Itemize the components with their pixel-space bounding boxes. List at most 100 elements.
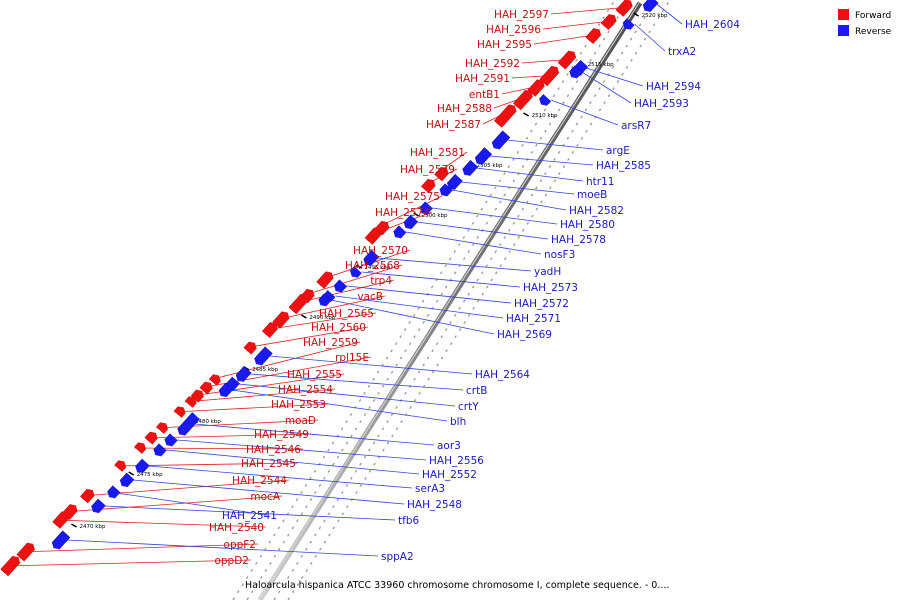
gene-hah-2588[interactable] (512, 89, 534, 111)
gene-label-hah-2565[interactable]: HAH_2565 (319, 308, 374, 320)
gene-label-hah-2556[interactable]: HAH_2556 (429, 455, 484, 467)
gene-label-hah-2595[interactable]: HAH_2595 (477, 39, 532, 51)
gene-label-hah-2564[interactable]: HAH_2564 (475, 369, 530, 381)
gene-trxa2[interactable] (622, 18, 635, 30)
gene-label-hah-2541[interactable]: HAH_2541 (222, 510, 277, 522)
gene-label-hah-2587[interactable]: HAH_2587 (426, 119, 481, 131)
gene-label-hah-2604[interactable]: HAH_2604 (685, 19, 740, 31)
gene-hah-2580[interactable] (419, 201, 433, 215)
gene-hah-2564[interactable] (254, 346, 273, 366)
gene-hah-2570[interactable] (316, 271, 334, 289)
gene-hah-2582[interactable] (439, 183, 453, 197)
gene-moad[interactable] (156, 422, 169, 434)
gene-label-yadh[interactable]: yadH (534, 266, 561, 278)
gene-hah-2553[interactable] (173, 406, 186, 418)
gene-label-moad[interactable]: moaD (285, 415, 316, 427)
gene-label-blh[interactable]: blh (450, 416, 466, 428)
gene-hah-2579[interactable] (421, 178, 436, 194)
gene-label-hah-2582[interactable]: HAH_2582 (569, 205, 624, 217)
gene-hah-2555[interactable] (190, 389, 205, 403)
gene-label-vacb[interactable]: vacB (357, 291, 383, 303)
gene-hah-2546[interactable] (134, 442, 147, 454)
gene-yadh[interactable] (363, 249, 380, 267)
gene-label-hah-2545[interactable]: HAH_2545 (241, 458, 296, 470)
gene-arsr7[interactable] (539, 94, 551, 106)
gene-hah-2573[interactable] (349, 266, 362, 278)
gene-label-hah-2592[interactable]: HAH_2592 (465, 58, 520, 70)
gene-label-arge[interactable]: argE (606, 145, 630, 157)
gene-label-hah-2552[interactable]: HAH_2552 (422, 469, 477, 481)
gene-label-hah-2548[interactable]: HAH_2548 (407, 499, 462, 511)
gene-label-hah-2578[interactable]: HAH_2578 (551, 234, 606, 246)
gene-label-arsr7[interactable]: arsR7 (621, 120, 651, 132)
gene-label-hah-2553[interactable]: HAH_2553 (271, 399, 326, 411)
gene-label-sppa2[interactable]: sppA2 (381, 551, 414, 563)
gene-label-hah-2585[interactable]: HAH_2585 (596, 160, 651, 172)
gene-hah-2593[interactable] (569, 65, 583, 79)
gene-label-oppd2[interactable]: oppD2 (214, 555, 249, 567)
gene-hah-2552[interactable] (153, 443, 167, 457)
gene-label-hah-2594[interactable]: HAH_2594 (646, 81, 701, 93)
gene-label-hah-2573[interactable]: HAH_2573 (523, 282, 578, 294)
gene-label-hah-2574[interactable]: HAH_2574 (375, 207, 430, 219)
gene-label-hah-2559[interactable]: HAH_2559 (303, 337, 358, 349)
gene-label-hah-2593[interactable]: HAH_2593 (634, 98, 689, 110)
gene-nosf3[interactable] (393, 225, 407, 239)
gene-label-aor3[interactable]: aor3 (437, 440, 461, 452)
gene-rpl15e[interactable] (199, 381, 213, 395)
gene-label-hah-2591[interactable]: HAH_2591 (455, 73, 510, 85)
gene-htr11[interactable] (462, 159, 479, 177)
gene-label-hah-2597[interactable]: HAH_2597 (494, 9, 549, 21)
gene-hah-2595[interactable] (585, 27, 602, 45)
gene-label-htr11[interactable]: htr11 (586, 176, 614, 188)
gene-label-tfb6[interactable]: tfb6 (398, 515, 419, 527)
gene-label-hah-2554[interactable]: HAH_2554 (278, 384, 333, 396)
gene-label-sera3[interactable]: serA3 (415, 483, 445, 495)
gene-label-hah-2540[interactable]: HAH_2540 (209, 522, 264, 534)
legend-forward[interactable]: Forward (838, 9, 891, 21)
gene-label-hah-2571[interactable]: HAH_2571 (506, 313, 561, 325)
gene-hah-2548[interactable] (119, 472, 135, 488)
gene-hah-2549[interactable] (144, 431, 158, 445)
gene-label-hah-2581[interactable]: HAH_2581 (410, 147, 465, 159)
gene-vacb[interactable] (272, 311, 290, 329)
gene-hah-2597[interactable] (615, 0, 633, 17)
gene-label-hah-2544[interactable]: HAH_2544 (232, 475, 287, 487)
gene-hah-2565[interactable] (261, 321, 279, 339)
gene-label-hah-2549[interactable]: HAH_2549 (254, 429, 309, 441)
gene-label-trp4[interactable]: trp4 (370, 275, 392, 287)
gene-hah-2560[interactable] (243, 341, 257, 355)
gene-oppd2[interactable] (0, 555, 21, 577)
gene-label-moca[interactable]: mocA (250, 491, 280, 503)
gene-hah-2591[interactable] (539, 65, 560, 87)
gene-hah-2585[interactable] (474, 147, 493, 165)
gene-label-crtb[interactable]: crtB (466, 385, 487, 397)
gene-hah-2596[interactable] (600, 13, 617, 31)
gene-label-hah-2570[interactable]: HAH_2570 (353, 245, 408, 257)
gene-crtb[interactable] (235, 365, 252, 383)
gene-label-nosf3[interactable]: nosF3 (544, 249, 575, 261)
gene-hah-2544[interactable] (80, 488, 95, 504)
gene-label-oppf2[interactable]: oppF2 (224, 539, 256, 551)
gene-hah-2581[interactable] (434, 166, 449, 182)
gene-hah-2578[interactable] (403, 214, 419, 230)
gene-sppa2[interactable] (51, 530, 71, 550)
gene-label-moeb[interactable]: moeB (577, 189, 607, 201)
gene-label-hah-2569[interactable]: HAH_2569 (497, 329, 552, 341)
gene-label-hah-2580[interactable]: HAH_2580 (560, 219, 615, 231)
gene-blh[interactable] (218, 382, 234, 398)
gene-hah-2556[interactable] (164, 433, 178, 447)
gene-arge[interactable] (491, 130, 511, 150)
gene-sera3[interactable] (135, 458, 150, 474)
gene-hah-2540[interactable] (52, 511, 70, 529)
gene-label-entb1[interactable]: entB1 (469, 89, 500, 101)
gene-label-hah-2555[interactable]: HAH_2555 (287, 369, 342, 381)
gene-oppf2[interactable] (16, 542, 36, 562)
gene-label-hah-2575[interactable]: HAH_2575 (385, 191, 440, 203)
gene-hah-2569[interactable] (318, 293, 332, 307)
gene-label-hah-2596[interactable]: HAH_2596 (486, 24, 541, 36)
gene-hah-2592[interactable] (557, 50, 577, 70)
gene-hah-2559[interactable] (209, 374, 221, 386)
gene-label-hah-2546[interactable]: HAH_2546 (246, 444, 301, 456)
gene-trp4[interactable] (288, 293, 309, 315)
